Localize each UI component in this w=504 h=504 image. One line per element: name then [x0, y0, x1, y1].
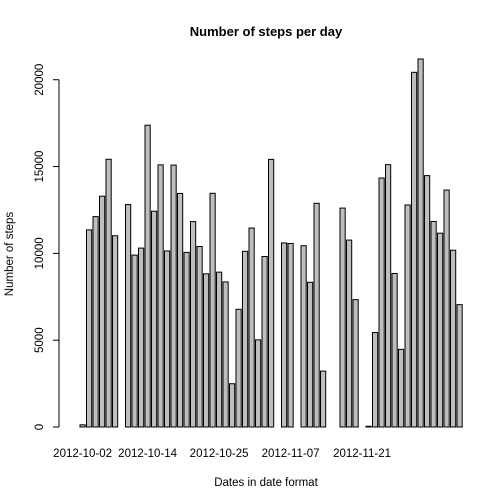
- bar-2012-11-13: [352, 299, 359, 428]
- bars-group: [79, 58, 463, 428]
- y-tick-label-15000: 15000: [34, 151, 46, 183]
- bar-2012-10-23: [216, 271, 223, 428]
- x-tick-label-2012-11-21: 2012-11-21: [333, 448, 391, 460]
- bar-2012-10-11: [138, 247, 145, 428]
- bar-2012-11-15: [365, 425, 372, 428]
- bar-2012-10-24: [222, 281, 229, 428]
- bar-2012-10-20: [196, 246, 203, 428]
- bar-2012-11-05: [300, 245, 307, 428]
- bar-2012-11-21: [404, 204, 411, 428]
- bar-2012-11-23: [417, 58, 424, 428]
- bar-2012-10-22: [209, 192, 216, 428]
- bar-2012-10-16: [170, 164, 177, 428]
- y-tick-label-20000: 20000: [34, 64, 46, 96]
- bar-2012-11-20: [398, 348, 405, 428]
- bar-2012-10-18: [183, 251, 190, 428]
- bar-2012-10-31: [268, 158, 275, 428]
- chart-title: Number of steps per day: [190, 24, 343, 39]
- bar-2012-11-06: [307, 281, 314, 428]
- bar-2012-11-08: [320, 370, 327, 428]
- y-tick-label-10000: 10000: [34, 237, 46, 269]
- bar-2012-11-27: [443, 189, 450, 428]
- bar-2012-11-07: [313, 202, 320, 428]
- bar-2012-10-26: [235, 308, 242, 428]
- bar-2012-11-16: [372, 332, 379, 428]
- bar-2012-10-14: [157, 164, 164, 428]
- bar-2012-10-05: [99, 195, 106, 428]
- x-axis-label: Dates in date format: [214, 477, 318, 489]
- bar-2012-10-06: [105, 158, 112, 428]
- bar-2012-11-28: [450, 249, 457, 428]
- bar-2012-10-15: [164, 250, 171, 428]
- bar-2012-10-17: [177, 192, 184, 428]
- bar-2012-10-10: [131, 254, 138, 428]
- bar-2012-11-29: [456, 304, 463, 428]
- bar-2012-10-04: [92, 216, 99, 428]
- x-axis: 2012-10-02 2012-10-14 2012-10-25 2012-11-07…: [53, 448, 391, 460]
- bar-2012-11-22: [411, 71, 418, 428]
- bar-2012-10-13: [151, 210, 158, 428]
- bar-2012-10-19: [190, 221, 197, 428]
- bar-2012-10-30: [261, 256, 268, 428]
- bar-2012-10-09: [125, 204, 132, 428]
- y-axis: 0 5000 10000 15000 20000: [34, 64, 60, 430]
- bar-2012-11-12: [346, 239, 353, 428]
- bar-2012-11-24: [424, 175, 431, 428]
- y-tick-label-0: 0: [34, 424, 46, 430]
- x-tick-label-2012-10-14: 2012-10-14: [118, 448, 177, 460]
- x-tick-label-2012-11-07: 2012-11-07: [262, 448, 320, 460]
- bar-2012-11-25: [430, 221, 437, 428]
- bar-2012-11-11: [339, 207, 346, 428]
- bar-2012-10-28: [248, 227, 255, 428]
- bar-2012-10-29: [255, 339, 262, 428]
- x-tick-label-2012-10-25: 2012-10-25: [190, 448, 249, 460]
- x-tick-label-2012-10-02: 2012-10-02: [53, 448, 112, 460]
- bar-2012-11-26: [437, 232, 444, 428]
- bar-2012-10-25: [229, 383, 236, 428]
- bar-2012-11-17: [378, 177, 385, 428]
- bar-2012-10-21: [203, 273, 210, 428]
- bar-2012-10-02: [79, 424, 86, 428]
- bar-2012-11-18: [385, 164, 392, 428]
- bar-2012-11-03: [287, 242, 294, 428]
- bar-2012-11-02: [281, 242, 288, 428]
- y-tick-label-5000: 5000: [34, 327, 46, 353]
- bar-2012-11-19: [391, 272, 398, 428]
- bar-2012-10-03: [86, 229, 93, 428]
- bar-2012-10-27: [242, 250, 249, 428]
- y-axis-label: Number of steps: [4, 212, 16, 297]
- bar-2012-10-07: [112, 235, 119, 428]
- bar-2012-10-12: [144, 124, 151, 428]
